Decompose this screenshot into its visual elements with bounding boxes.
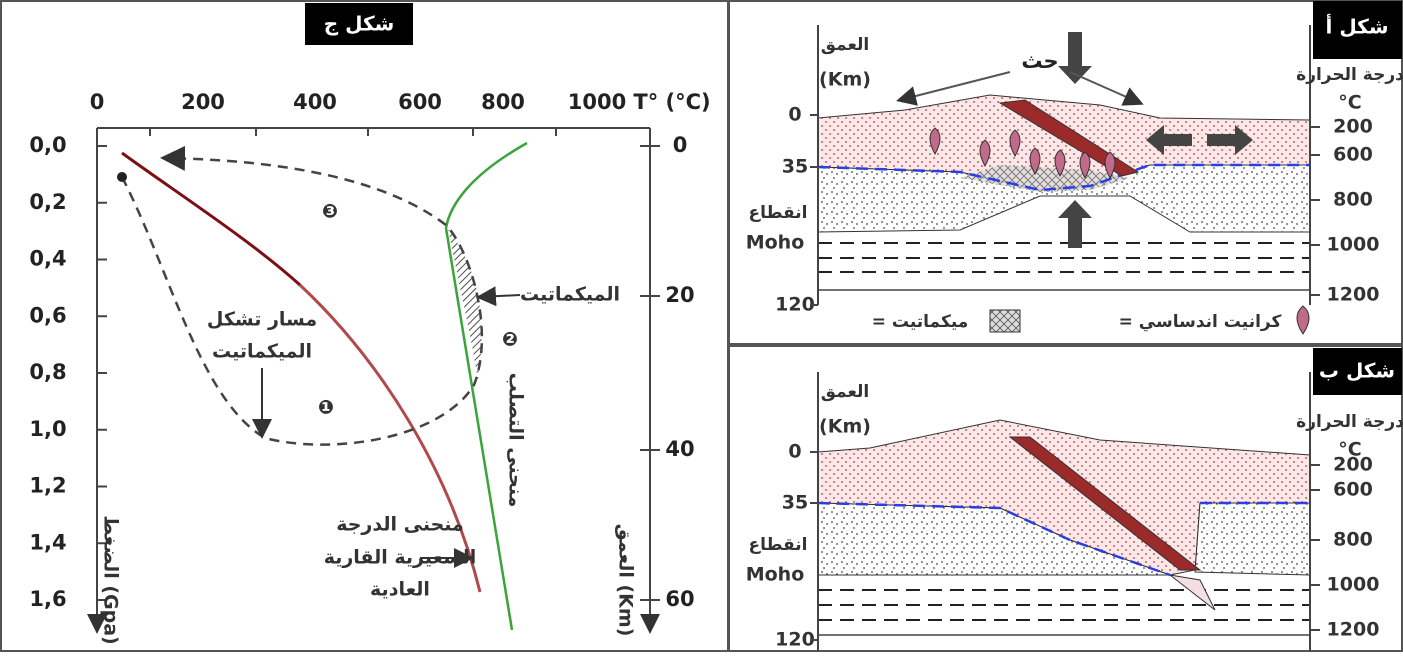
pressure-tick: 1,2	[29, 474, 66, 498]
temperature-label: درجة الحرارة	[1296, 412, 1403, 432]
pressure-tick: 1,4	[29, 530, 66, 554]
title: شكل أ	[1326, 13, 1389, 39]
temperature-tick: 800	[1333, 529, 1373, 551]
moho-label: Moho	[746, 564, 805, 586]
geotherm-label: العادية	[370, 579, 430, 601]
pressure-tick: 0,4	[29, 247, 66, 271]
migmatite-label: الميكماتيت	[520, 284, 620, 306]
depth-tick: 40	[665, 437, 694, 461]
temperature-tick: 200	[181, 90, 225, 114]
step-3: ❸	[322, 201, 338, 223]
temperature-tick: 0	[90, 90, 105, 114]
temperature-tick: 200	[1333, 116, 1373, 138]
path-label: الميكماتيت	[212, 341, 312, 363]
depth-tick: 20	[665, 283, 694, 307]
temperature-tick: 1200	[1327, 284, 1380, 306]
temperature-tick: 600	[1333, 144, 1373, 166]
temperature-tick: 1000	[1327, 234, 1380, 256]
force-arrows	[1058, 32, 1253, 248]
temperature-label: °C	[1338, 92, 1361, 114]
geotherm-lower	[298, 283, 482, 593]
depth-tick: 0	[673, 133, 688, 157]
temperature-label: درجة الحرارة	[1296, 65, 1403, 85]
depth-label: العمق	[821, 382, 870, 402]
compression-label: حث	[1021, 49, 1058, 73]
pressure-tick: 0,0	[29, 133, 66, 157]
axes	[87, 127, 660, 634]
depth-tick: 35	[782, 492, 808, 514]
path-start	[117, 172, 127, 182]
moho-label: انقطاع	[748, 203, 807, 223]
depth-tick: 35	[782, 156, 808, 178]
step-1: ❶	[318, 397, 334, 419]
depth-label: (Km)	[819, 416, 871, 438]
temperature-tick: 600	[1333, 479, 1373, 501]
figure-c: شكل ج T° (°C) ❸ ❷ ❶ الميكماتيت مسار تشكل…	[87, 3, 711, 645]
pressure-tick: 0,8	[29, 360, 66, 384]
temperature-label: °C	[1338, 439, 1361, 461]
legend-granite: = كرانيت اندساسي	[1119, 312, 1282, 332]
moho-label: انقطاع	[748, 535, 807, 555]
granite-drops	[929, 127, 1116, 180]
temperature-tick: 800	[481, 90, 525, 114]
pressure-axis-label: الضغط (Gpa)	[100, 515, 122, 644]
pointer	[476, 286, 521, 307]
pressure-tick: 1,6	[29, 587, 66, 611]
geotherm-label: السعيرية القارية	[324, 547, 477, 569]
migmatite-zone	[448, 228, 482, 380]
temperature-tick: 1200	[1327, 619, 1380, 641]
figure-a: حث شكل أ = كرانيت اندساسي = ميكماتيت	[817, 1, 1402, 335]
depth-axis-label: العمق (Km)	[615, 524, 637, 637]
solidus-label: منحنى التصلب	[505, 373, 527, 508]
depth-label: العمق	[821, 35, 870, 55]
temperature-tick: 400	[293, 90, 337, 114]
depth-tick: 120	[775, 629, 815, 651]
figure-b: شكل ب	[817, 348, 1402, 636]
pressure-tick: 1,0	[29, 417, 66, 441]
geotherm-upper	[121, 151, 302, 287]
temperature-tick: 200	[1333, 454, 1373, 476]
solidus-curve	[444, 141, 528, 631]
tick-marks	[97, 128, 660, 601]
depth-tick: 0	[788, 104, 801, 126]
temperature-tick: 1000	[1327, 574, 1380, 596]
pressure-tick: 0,2	[29, 190, 66, 214]
legend-migmatite: = ميكماتيت	[872, 312, 969, 332]
path-label: مسار تشكل	[207, 309, 317, 331]
title-box	[305, 3, 413, 45]
temperature-tick: 1000	[568, 90, 626, 114]
moho-label: Moho	[746, 232, 805, 254]
title: شكل ج	[324, 12, 395, 36]
geotherm-label: منحنى الدرجة	[336, 514, 464, 536]
depth-label: (Km)	[819, 69, 871, 91]
title: شكل ب	[1319, 359, 1395, 383]
depth-tick: 0	[788, 441, 801, 463]
generated: 0 200 400 600 800 10000,00,20,40,60,81,01,21,…	[29, 25, 1403, 652]
migmatite-path	[120, 145, 484, 446]
depth-tick: 60	[665, 587, 694, 611]
depth-tick: 120	[775, 294, 815, 316]
temperature-axis-label: T° (°C)	[633, 90, 710, 114]
pressure-tick: 0,6	[29, 303, 66, 327]
temperature-tick: 600	[398, 90, 442, 114]
temperature-tick: 800	[1333, 189, 1373, 211]
step-2: ❷	[502, 329, 518, 351]
